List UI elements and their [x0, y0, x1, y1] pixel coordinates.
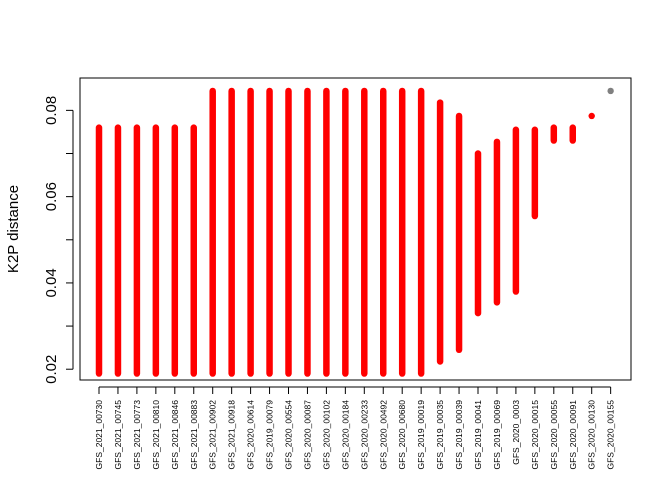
x-tick-label: GFS_2021_00773 — [132, 400, 142, 470]
x-tick-label: GFS_2021_00810 — [151, 400, 161, 470]
x-tick-label: GFS_2020_00130 — [587, 400, 597, 470]
y-axis-label: K2P distance — [5, 185, 22, 273]
x-tick-label: GFS_2020_0003 — [511, 400, 521, 465]
x-tick-label: GFS_2020_00680 — [397, 400, 407, 470]
data-point — [588, 112, 595, 120]
y-tick-label: 0.08 — [43, 96, 60, 125]
x-axis: GFS_2021_00730 GFS_2021_00745 GFS_2021_007… — [94, 386, 616, 470]
x-tick-label: GFS_2019_00079 — [265, 400, 275, 470]
x-tick-label: GFS_2021_00745 — [113, 400, 123, 470]
x-tick-label: GFS_2020_00055 — [549, 400, 559, 470]
x-tick-label: GFS_2021_00918 — [227, 400, 237, 470]
x-tick-label: GFS_2020_00184 — [340, 400, 350, 470]
data-point — [607, 87, 614, 95]
x-tick-label: GFS_2021_00902 — [208, 400, 218, 470]
y-tick-label: 0.06 — [43, 182, 60, 211]
y-axis: 0.02 0.04 0.06 0.08 — [43, 96, 74, 384]
y-tick-label: 0.02 — [43, 355, 60, 384]
x-tick-label: GFS_2020_00102 — [321, 400, 331, 470]
x-tick-label: GFS_2020_00233 — [359, 400, 369, 470]
x-tick-label: GFS_2020_00614 — [246, 400, 256, 470]
x-tick-label: GFS_2019_00035 — [435, 400, 445, 470]
x-tick-label: GFS_2020_00554 — [284, 400, 294, 470]
x-tick-label: GFS_2020_00155 — [606, 400, 616, 470]
x-tick-label: GFS_2021_00846 — [170, 400, 180, 470]
x-tick-label: GFS_2020_00015 — [530, 400, 540, 470]
data-marks — [95, 87, 614, 377]
x-tick-label: GFS_2021_00883 — [189, 400, 199, 470]
y-tick-label: 0.04 — [43, 268, 60, 297]
x-tick-label: GFS_2019_00041 — [473, 400, 483, 470]
x-tick-label: GFS_2020_00091 — [568, 400, 578, 470]
x-tick-label: GFS_2020_00087 — [302, 400, 312, 470]
x-tick-label: GFS_2019_00039 — [454, 400, 464, 470]
x-tick-label: GFS_2020_00492 — [378, 400, 388, 470]
x-tick-label: GFS_2019_00069 — [492, 400, 502, 470]
plot-frame — [79, 77, 632, 381]
x-tick-label: GFS_2019_00019 — [416, 400, 426, 470]
x-tick-label: GFS_2021_00730 — [94, 400, 104, 470]
